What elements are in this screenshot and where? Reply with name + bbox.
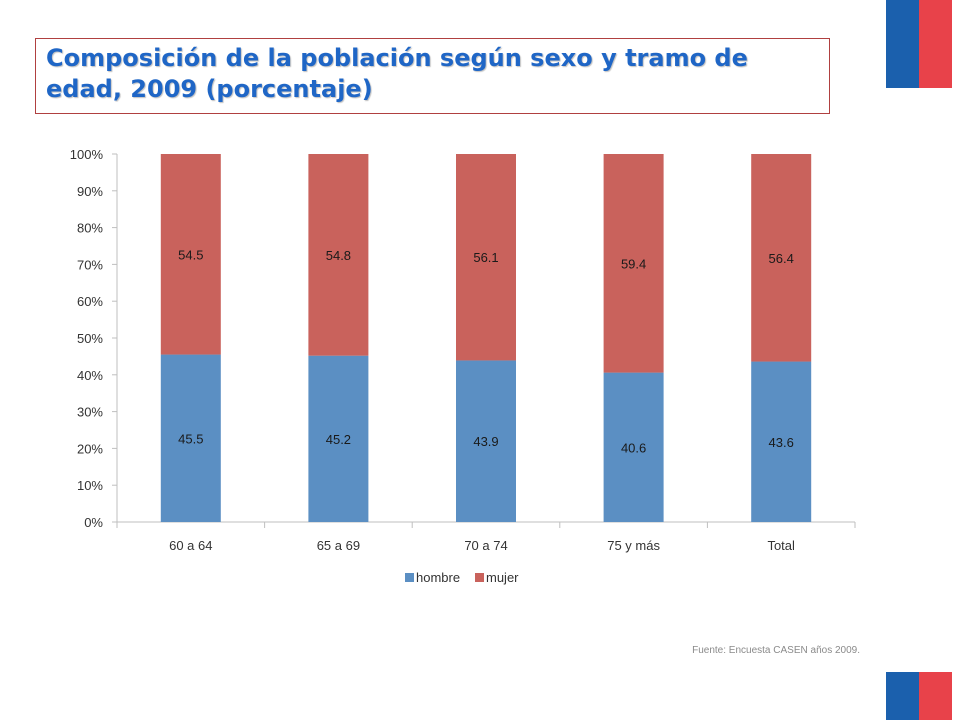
bar-hombre xyxy=(308,355,369,522)
y-tick-label: 40% xyxy=(77,368,103,383)
data-label-hombre: 43.6 xyxy=(769,435,794,450)
chart-legend: hombre mujer xyxy=(405,570,519,585)
bar-mujer xyxy=(603,154,664,373)
bar-mujer xyxy=(160,154,221,355)
chart-labels: 0% 10% 20% 30% 40% 50% 60% 70% 80% 90% 100% 45.5 54.… xyxy=(70,147,795,553)
flag-blue-stripe xyxy=(886,0,919,88)
bar-mujer xyxy=(308,154,369,356)
bar-hombre xyxy=(603,372,664,522)
flag-red-stripe xyxy=(919,672,952,720)
data-label-hombre: 40.6 xyxy=(621,440,646,455)
stacked-bar-chart: 0% 10% 20% 30% 40% 50% 60% 70% 80% 90% 100% 45.5 54.… xyxy=(70,147,856,585)
category-label: 70 a 74 xyxy=(464,538,507,553)
data-label-hombre: 43.9 xyxy=(473,434,498,449)
title-box: Composición de la población según sexo y… xyxy=(35,38,830,114)
flag-blue-stripe xyxy=(886,672,919,720)
y-tick-label: 80% xyxy=(77,221,103,236)
legend-label-mujer: mujer xyxy=(486,570,519,585)
category-label: 60 a 64 xyxy=(169,538,212,553)
chart-bars xyxy=(160,154,812,522)
bar-hombre xyxy=(160,354,221,522)
bar-mujer xyxy=(751,154,812,362)
legend-swatch-hombre xyxy=(405,573,414,582)
source-note: Fuente: Encuesta CASEN años 2009. xyxy=(692,645,860,656)
data-label-mujer: 59.4 xyxy=(621,256,646,271)
data-label-mujer: 54.5 xyxy=(178,247,203,262)
data-label-mujer: 56.1 xyxy=(473,250,498,265)
y-tick-label: 30% xyxy=(77,405,103,420)
legend-label-hombre: hombre xyxy=(416,570,460,585)
data-label-mujer: 56.4 xyxy=(769,251,794,266)
chile-flag-decoration-bottom xyxy=(886,672,952,720)
chart-axes xyxy=(112,153,856,528)
chile-flag-decoration-top xyxy=(886,0,952,88)
flag-red-stripe xyxy=(919,0,952,88)
bar-hombre xyxy=(456,360,516,522)
y-tick-label: 50% xyxy=(77,331,103,346)
y-tick-label: 0% xyxy=(84,515,103,530)
y-tick-label: 100% xyxy=(70,147,104,162)
y-tick-label: 70% xyxy=(77,257,103,272)
slide-title: Composición de la población según sexo y… xyxy=(46,44,748,103)
category-label: Total xyxy=(767,538,795,553)
data-label-hombre: 45.5 xyxy=(178,431,203,446)
y-tick-label: 90% xyxy=(77,184,103,199)
y-tick-label: 20% xyxy=(77,441,103,456)
category-label: 75 y más xyxy=(607,538,660,553)
bar-hombre xyxy=(751,361,812,522)
bar-mujer xyxy=(456,154,516,361)
data-label-hombre: 45.2 xyxy=(326,432,351,447)
data-label-mujer: 54.8 xyxy=(326,248,351,263)
y-tick-label: 60% xyxy=(77,294,103,309)
legend-swatch-mujer xyxy=(475,573,484,582)
category-label: 65 a 69 xyxy=(317,538,360,553)
y-tick-label: 10% xyxy=(77,478,103,493)
